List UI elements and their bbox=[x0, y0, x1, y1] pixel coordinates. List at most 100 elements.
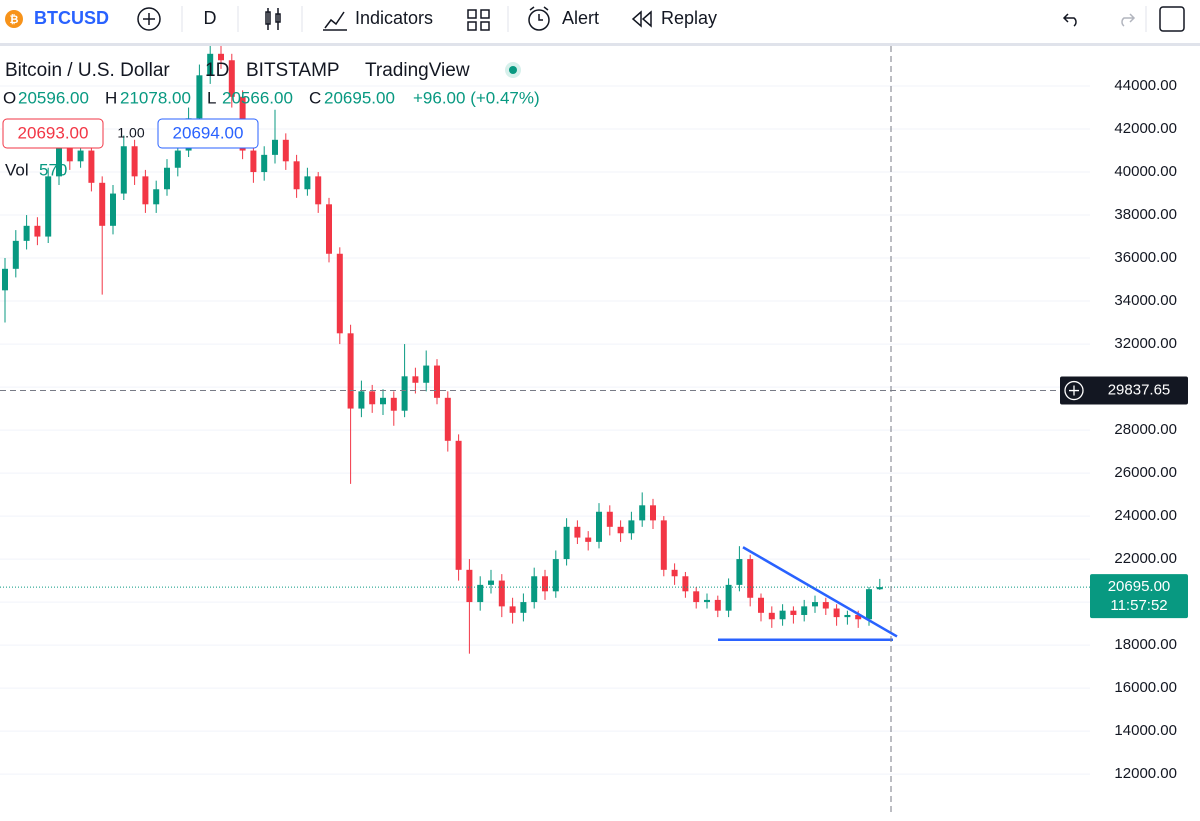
candle-body bbox=[812, 602, 818, 607]
last-price-label: 20695.00 bbox=[1108, 578, 1171, 595]
y-tick-label: 40000.00 bbox=[1114, 163, 1177, 180]
candle-body bbox=[520, 602, 527, 613]
candle-body bbox=[477, 584, 484, 603]
candle-body bbox=[704, 599, 710, 603]
chart-type-button[interactable] bbox=[265, 8, 281, 30]
redo-button[interactable] bbox=[1121, 13, 1136, 27]
ohlc-value: 21078.00 bbox=[120, 88, 191, 107]
indicators-button[interactable]: Indicators bbox=[355, 8, 433, 28]
candle-body bbox=[801, 606, 808, 615]
y-tick-label: 42000.00 bbox=[1114, 120, 1177, 137]
crosshair-label: 29837.65 bbox=[1108, 382, 1171, 399]
alert-icon-hands bbox=[529, 6, 549, 21]
candle-body bbox=[164, 167, 170, 190]
candle-body bbox=[563, 526, 570, 560]
candle-body bbox=[12, 240, 19, 269]
symbol[interactable]: BTCUSD bbox=[34, 8, 109, 28]
candle-body bbox=[2, 268, 8, 291]
y-tick-label: 16000.00 bbox=[1114, 679, 1177, 696]
candle-body bbox=[790, 610, 797, 615]
candle-body bbox=[844, 614, 851, 618]
candle-body bbox=[747, 559, 754, 598]
fullscreen-button[interactable] bbox=[1159, 6, 1185, 32]
candle-body bbox=[390, 397, 397, 411]
legend-interval: 1D bbox=[205, 60, 229, 81]
candle-body bbox=[369, 391, 376, 405]
exchange: BITSTAMP bbox=[246, 60, 340, 81]
candle-body bbox=[88, 150, 95, 183]
candle-body bbox=[855, 614, 862, 620]
candle-body bbox=[444, 397, 451, 441]
candle-body bbox=[434, 365, 440, 398]
btc-icon-glyph: ₿ bbox=[10, 14, 19, 26]
ohlc-key: O bbox=[3, 88, 16, 107]
candle-body bbox=[99, 182, 106, 226]
candle-body bbox=[218, 53, 224, 61]
last-price-box bbox=[1090, 574, 1188, 619]
candle-body bbox=[542, 576, 548, 592]
ohlc-key: H bbox=[105, 88, 117, 107]
buy-box[interactable] bbox=[157, 118, 259, 149]
candle-body bbox=[207, 53, 214, 76]
replay-icon[interactable] bbox=[631, 10, 652, 28]
candle-body bbox=[336, 253, 343, 334]
undo-button[interactable] bbox=[1062, 13, 1077, 27]
candle-body bbox=[488, 580, 494, 585]
interval-button[interactable]: D bbox=[204, 8, 217, 28]
candle-body bbox=[261, 154, 268, 173]
volume-label: Vol bbox=[5, 160, 29, 179]
crosshair-add-icon bbox=[1069, 385, 1079, 396]
candle-body bbox=[758, 597, 764, 613]
alert-button[interactable]: Alert bbox=[562, 8, 599, 28]
candle-body bbox=[606, 511, 613, 527]
symbol-name: Bitcoin / U.S. Dollar bbox=[5, 60, 170, 81]
candle-body bbox=[347, 333, 354, 409]
candle-body bbox=[682, 576, 689, 592]
candle-body bbox=[455, 440, 462, 570]
candle-body bbox=[412, 376, 419, 383]
y-tick-label: 12000.00 bbox=[1114, 765, 1177, 782]
candle-body bbox=[380, 397, 386, 405]
candle-body bbox=[23, 225, 30, 241]
candle-body bbox=[660, 520, 667, 570]
candle-body bbox=[585, 537, 592, 542]
replay-button[interactable]: Replay bbox=[661, 8, 717, 28]
candle-body bbox=[304, 176, 311, 190]
candle-body bbox=[693, 591, 700, 603]
candle-body bbox=[725, 584, 732, 611]
candle-body bbox=[282, 139, 289, 162]
candle-body bbox=[498, 580, 505, 607]
btc-icon bbox=[5, 10, 23, 28]
compare-button[interactable] bbox=[137, 7, 161, 31]
y-tick-label: 38000.00 bbox=[1114, 206, 1177, 223]
templates-button[interactable] bbox=[467, 9, 490, 31]
ohlc-value: 20695.00 bbox=[324, 88, 395, 107]
candle-body bbox=[250, 150, 257, 173]
candle-body bbox=[671, 569, 678, 577]
sell-box[interactable] bbox=[2, 118, 104, 149]
bid-price: 20693.00 bbox=[18, 123, 89, 142]
candle-body bbox=[714, 599, 721, 611]
candle-body bbox=[45, 176, 52, 237]
y-tick-label: 28000.00 bbox=[1114, 421, 1177, 438]
candle-body bbox=[650, 505, 656, 521]
crosshair-add-button bbox=[1064, 380, 1084, 401]
candle-body bbox=[272, 139, 278, 155]
candle-body bbox=[34, 225, 41, 237]
ohlc-change: +96.00 (+0.47%) bbox=[413, 88, 540, 107]
candle-body bbox=[639, 505, 646, 521]
indicators-icon[interactable] bbox=[323, 11, 347, 31]
candle-body bbox=[56, 139, 62, 177]
candle-body bbox=[466, 569, 473, 603]
candle-body bbox=[358, 391, 365, 409]
y-tick-label: 34000.00 bbox=[1114, 292, 1177, 309]
candle-body bbox=[552, 559, 559, 592]
y-tick-label: 24000.00 bbox=[1114, 507, 1177, 524]
alert-icon[interactable] bbox=[528, 9, 550, 31]
spread: 1.00 bbox=[117, 125, 144, 141]
y-tick-label: 22000.00 bbox=[1114, 550, 1177, 567]
candle-body bbox=[574, 526, 581, 538]
candle-body bbox=[876, 587, 883, 590]
ohlc-key: L bbox=[207, 88, 216, 107]
